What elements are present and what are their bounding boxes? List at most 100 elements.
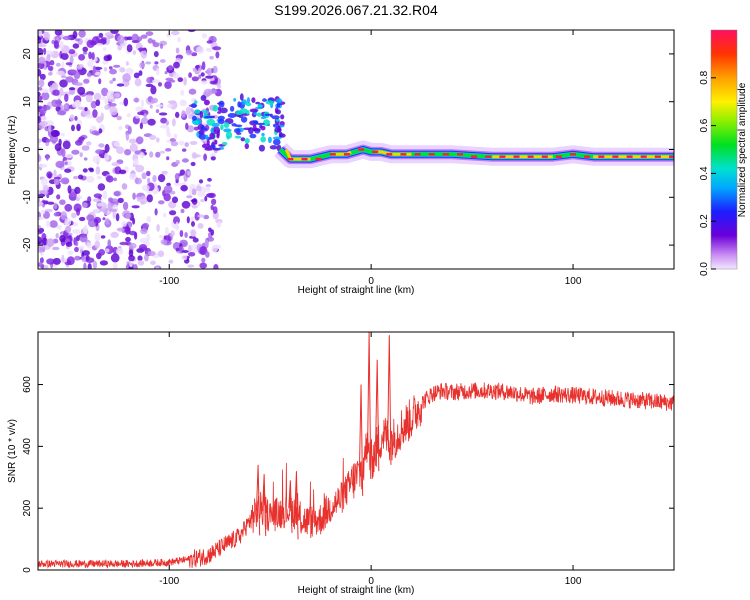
noise-blob [38, 115, 42, 124]
noise-blob [189, 141, 198, 145]
noise-blob [81, 250, 90, 256]
noise-blob [96, 43, 103, 47]
x-tick-label: 0 [368, 276, 374, 287]
noise-blob [64, 154, 74, 158]
noise-blob [135, 106, 144, 112]
noise-blob [140, 49, 147, 59]
noise-blob [83, 225, 88, 234]
noise-blob [91, 52, 95, 61]
noise-blob [53, 176, 61, 180]
noise-blob [165, 120, 169, 126]
noise-blob [126, 44, 133, 53]
cluster-blob [262, 98, 267, 102]
cluster-blob [194, 100, 198, 104]
noise-blob [205, 75, 214, 79]
noise-blob [166, 33, 172, 38]
noise-blob [95, 166, 101, 175]
cluster-blob [201, 110, 209, 114]
noise-blob [45, 50, 55, 55]
noise-blob [129, 242, 137, 249]
spectrogram-xlabel: Height of straight line (km) [298, 285, 415, 296]
noise-blob [59, 235, 66, 243]
noise-blob [117, 35, 125, 44]
noise-blob [212, 206, 218, 214]
noise-blob [89, 168, 94, 173]
noise-blob [175, 47, 180, 54]
ridge-peak [471, 155, 478, 158]
noise-blob [83, 262, 87, 269]
cluster-blob [239, 108, 248, 114]
cluster-blob [240, 116, 248, 123]
noise-blob [46, 258, 55, 265]
noise-blob [109, 106, 118, 116]
noise-blob [55, 160, 65, 168]
noise-blob [38, 200, 44, 207]
snr-frame [37, 331, 675, 571]
noise-blob [92, 198, 101, 202]
snr-spike [375, 359, 380, 472]
noise-blob [59, 199, 66, 205]
noise-blob [59, 79, 68, 88]
noise-blob [108, 208, 118, 213]
cluster-blob [263, 119, 270, 127]
cluster-blob [216, 133, 220, 139]
noise-blob [124, 81, 130, 86]
noise-blob [191, 198, 198, 205]
noise-blob [211, 198, 217, 205]
noise-blob [110, 30, 119, 34]
noise-blob [81, 145, 90, 151]
noise-blob [152, 42, 160, 48]
noise-blob [200, 199, 205, 203]
cluster-blob [252, 128, 261, 132]
noise-blob [164, 81, 172, 89]
noise-blob [98, 249, 106, 256]
noise-blob [122, 201, 129, 211]
cluster-blob [244, 143, 249, 150]
cluster-blob [234, 135, 242, 139]
noise-blob [40, 115, 48, 121]
noise-blob [76, 64, 83, 70]
noise-blob [195, 65, 200, 69]
spectrogram-heatmap [38, 30, 674, 269]
noise-blob [198, 179, 204, 184]
noise-blob [115, 247, 124, 255]
cluster-blob [234, 128, 241, 134]
cluster-blob [245, 110, 250, 115]
noise-blob [211, 244, 218, 253]
noise-blob [138, 70, 143, 76]
noise-blob [212, 126, 221, 135]
noise-blob [188, 72, 193, 78]
noise-blob [146, 76, 154, 84]
cluster-blob [241, 99, 247, 106]
noise-blob [101, 87, 109, 97]
noise-blob [38, 138, 42, 143]
noise-blob [106, 175, 114, 183]
noise-blob [73, 71, 81, 80]
snr-xlabel: Height of straight line (km) [298, 585, 415, 596]
ridge-peak [626, 155, 633, 158]
cluster-blob [218, 100, 225, 108]
cluster-blob [219, 107, 228, 114]
noise-blob [104, 152, 110, 161]
noise-blob [45, 154, 49, 161]
noise-blob [203, 153, 208, 161]
noise-blob [181, 200, 191, 209]
cluster-blob [201, 127, 208, 131]
noise-blob [145, 83, 154, 88]
noise-blob [169, 210, 177, 216]
noise-blob [108, 197, 113, 203]
noise-blob [217, 84, 222, 89]
noise-blob [48, 72, 53, 76]
snr-spike [367, 332, 372, 479]
ridge-peak [485, 155, 492, 158]
noise-blob [172, 118, 176, 127]
noise-blob [182, 148, 187, 152]
noise-blob [133, 97, 140, 103]
cluster-blob [194, 109, 201, 114]
cluster-blob [243, 127, 252, 131]
noise-blob [87, 263, 92, 269]
colorbar-tick-label: 0.2 [699, 214, 710, 228]
noise-blob [186, 216, 190, 224]
cluster-blob [223, 128, 232, 133]
